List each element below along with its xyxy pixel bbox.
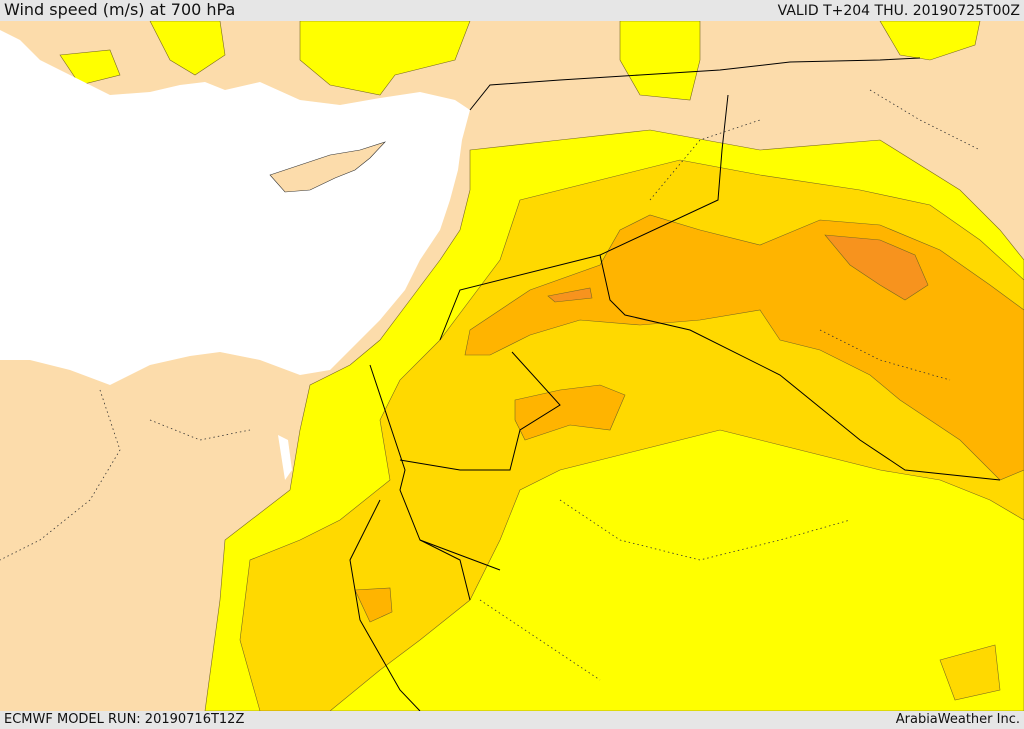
wind-contour-level-3	[354, 214, 1024, 623]
map-title: Wind speed (m/s) at 700 hPa	[4, 0, 236, 19]
country-borders	[349, 57, 1001, 711]
cyprus-island	[269, 141, 387, 193]
wind-speed-map	[0, 21, 1024, 711]
wind-contour-level-4	[547, 234, 929, 303]
valid-time: VALID T+204 THU. 20190725T00Z	[777, 3, 1020, 19]
province-boundaries	[0, 89, 981, 681]
red-sea	[278, 435, 292, 480]
header-bar: Wind speed (m/s) at 700 hPa VALID T+204 …	[0, 0, 1024, 21]
model-run: ECMWF MODEL RUN: 20190716T12Z	[4, 712, 245, 727]
credit-label: ArabiaWeather Inc.	[895, 712, 1020, 727]
mediterranean-sea	[0, 30, 470, 385]
footer-bar: ECMWF MODEL RUN: 20190716T12Z ArabiaWeat…	[0, 711, 1024, 729]
